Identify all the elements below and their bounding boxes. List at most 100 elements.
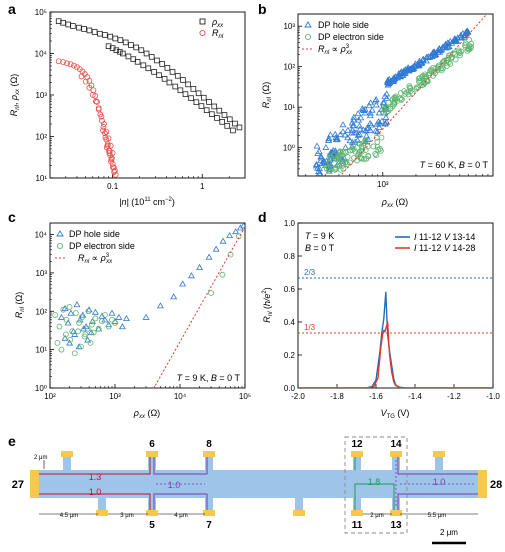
- chart-b-point-hole: [372, 101, 380, 108]
- chart-a-point: [221, 112, 228, 118]
- chart-b-point-hole: [326, 131, 334, 138]
- contact-pad: [96, 510, 108, 516]
- chart-b-point-electron: [326, 152, 333, 159]
- chart-a-point: [203, 107, 210, 114]
- chart-b-point-hole: [339, 121, 347, 128]
- region-value: 1.0: [89, 487, 102, 497]
- chart-b-point-electron: [323, 161, 329, 168]
- chart-b-point-electron: [347, 147, 354, 154]
- dim-label: 3 μm: [120, 513, 133, 519]
- chart-b-point-hole: [325, 134, 333, 141]
- chart-a-point: [71, 62, 77, 69]
- chart-b-point-hole: [356, 125, 364, 132]
- contact-label-27: 27: [12, 479, 24, 491]
- chart-c-point: [87, 329, 95, 336]
- chart-c-legend-marker-electron: [56, 242, 64, 250]
- chart-a-point: [103, 128, 110, 135]
- dim-label: 4 μm: [174, 513, 187, 519]
- chart-b-point-hole: [415, 62, 422, 69]
- dim-label: 5.5 μm: [428, 513, 446, 519]
- chart-b-point-electron: [392, 95, 399, 101]
- chart-b-point-hole: [341, 131, 349, 138]
- edge-channel-12-13: [354, 483, 395, 510]
- chart-b-point-electron: [340, 165, 347, 172]
- chart-a-point: [193, 99, 200, 106]
- chart-a-point: [230, 127, 236, 134]
- chart-b-point-electron: [399, 96, 405, 103]
- chart-c-point: [92, 315, 99, 322]
- contact-pad: [61, 451, 73, 457]
- chart-d-legend-1428: I 11-12 V 14-28: [414, 243, 475, 253]
- chart-b-point-hole: [346, 137, 354, 144]
- chart-c-legend-fit: Rnl ∝ ρ3 xx: [78, 253, 113, 265]
- chart-d-series-line: [298, 291, 493, 388]
- chart-b-point-hole: [382, 113, 390, 120]
- chart-c-point: [208, 290, 214, 296]
- contact-8-pad: [203, 451, 215, 457]
- chart-b-point-hole: [373, 128, 381, 135]
- chart-b-point-hole: [331, 130, 339, 137]
- chart-b-point-hole: [357, 114, 365, 121]
- device-schematic: 1.3 1.0 1.0 1.8 1.0 27 28 6 8 12 14 5 7 …: [12, 436, 502, 545]
- chart-a-point: [86, 84, 93, 91]
- chart-b-point-hole: [327, 150, 335, 157]
- chart-c-point: [90, 329, 97, 336]
- chart-b-point-hole: [356, 122, 364, 129]
- chart-b-point-hole: [322, 143, 330, 150]
- chart-a-point: [82, 78, 89, 85]
- contact-5-pad: [146, 510, 158, 516]
- chart-b-point-electron: [373, 152, 380, 159]
- chart-c-point: [105, 323, 112, 330]
- chart-a-point: [102, 134, 109, 141]
- chart-a-xlabel: |n| (1011 cm−2): [119, 197, 175, 207]
- chart-a-point: [177, 87, 184, 94]
- chart-a-point: [86, 77, 93, 84]
- chart-a-point: [97, 30, 103, 37]
- chart-a-point: [89, 92, 96, 98]
- chart-b-point-electron: [358, 143, 365, 150]
- chart-b-point-hole: [437, 46, 445, 53]
- chart-c-point: [81, 333, 88, 340]
- chart-b-point-hole: [348, 129, 356, 136]
- chart-a-point: [108, 155, 115, 162]
- chart-a-point: [128, 42, 134, 48]
- chart-b-point-hole: [424, 53, 432, 60]
- chart-b-point-hole: [368, 106, 376, 113]
- chart-a-point: [112, 35, 119, 42]
- chart-a-point: [169, 69, 176, 75]
- chart-d-ytick-label: 0.8: [284, 252, 296, 261]
- chart-c-legend-electron: DP electron side: [69, 241, 135, 251]
- chart-b-point-electron: [380, 103, 387, 110]
- chart-c-point: [75, 343, 83, 350]
- chart-a-point: [78, 73, 85, 80]
- contact-pad: [293, 510, 305, 516]
- chart-b-point-electron: [344, 153, 351, 160]
- chart-a-point: [100, 127, 106, 134]
- chart-a-point: [182, 91, 189, 97]
- chart-b-point-hole: [451, 36, 459, 43]
- chart-a-point: [145, 65, 152, 72]
- chart-b-point-hole: [383, 90, 391, 97]
- chart-a-ytick-label: 10⁵: [35, 8, 47, 17]
- chart-a-point: [108, 158, 114, 165]
- chart-a-point: [190, 86, 197, 92]
- chart-b-point-hole: [348, 126, 356, 133]
- panel-label-a: a: [8, 1, 16, 17]
- chart-b-point-hole: [450, 36, 458, 43]
- chart-b-point-electron: [420, 79, 427, 86]
- chart-b-point-electron: [360, 140, 367, 147]
- chart-a-point: [143, 50, 150, 57]
- chart-b-point-hole: [315, 147, 323, 154]
- contact-14-pad: [390, 451, 402, 457]
- panel-label-e: e: [8, 433, 16, 449]
- chart-b-point-electron: [378, 134, 385, 141]
- region-value: 1.3: [89, 472, 102, 482]
- chart-d-xtick-label: -2.0: [291, 392, 305, 401]
- chart-b-point-hole: [362, 127, 370, 134]
- chart-b-point-hole: [395, 70, 403, 77]
- chart-d-xtick-label: -1.6: [369, 392, 383, 401]
- chart-b-point-hole: [339, 128, 347, 135]
- chart-c-point: [108, 309, 116, 316]
- chart-c-point: [240, 223, 245, 229]
